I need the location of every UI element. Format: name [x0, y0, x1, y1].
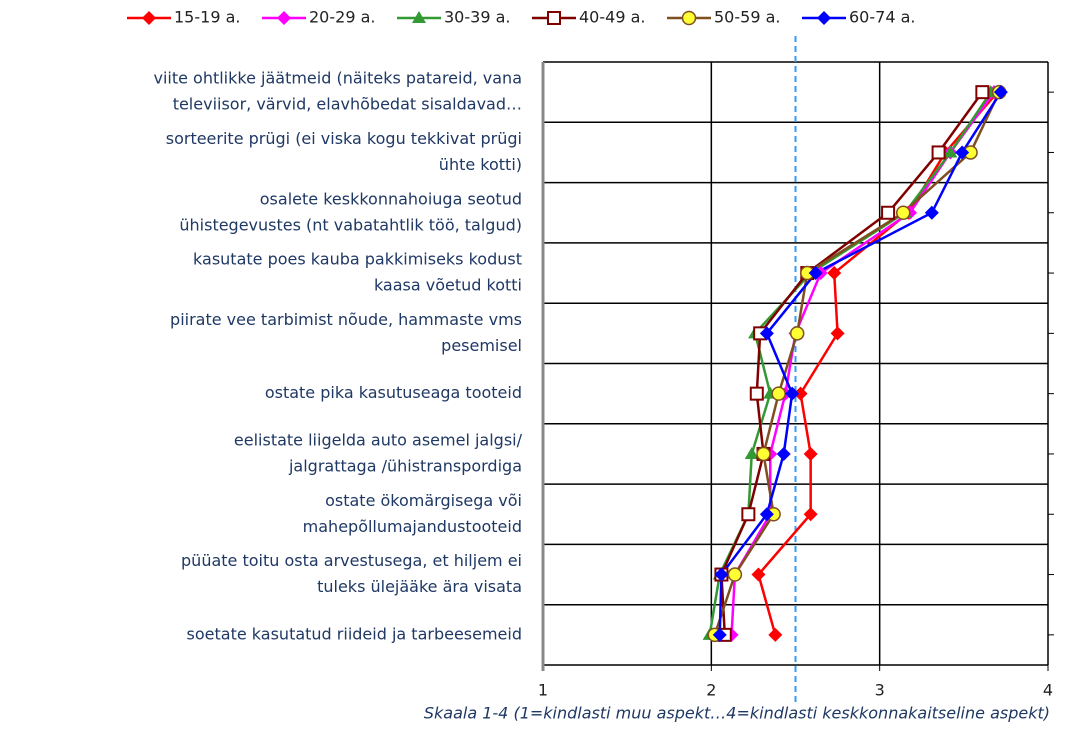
marker — [803, 446, 818, 461]
legend-marker — [681, 10, 697, 26]
marker — [924, 205, 939, 220]
legend-marker — [277, 11, 291, 25]
category-label: mahepõllumajandustooteid — [303, 517, 522, 536]
category-label: sorteerite prügi (ei viska kogu tekkivat… — [166, 129, 522, 148]
category-label: jalgrattaga /ühistranspordiga — [288, 456, 522, 475]
category-label: viite ohtlikke jäätmeid (näiteks patarei… — [153, 69, 522, 88]
legend-marker — [412, 11, 426, 23]
marker — [744, 446, 759, 459]
marker — [943, 145, 958, 158]
legend-label: 40-49 a. — [579, 8, 645, 27]
series-line — [720, 91, 984, 635]
marker — [830, 326, 845, 341]
marker — [785, 386, 800, 401]
legend-label: 15-19 a. — [174, 8, 240, 27]
category-label: ostate ökomärgisega või — [325, 491, 522, 510]
legend-label: 20-29 a. — [309, 8, 375, 27]
marker — [803, 507, 818, 522]
marker — [756, 446, 771, 462]
category-label: piirate vee tarbimist nõude, hammaste vm… — [170, 310, 522, 329]
marker — [793, 386, 808, 401]
marker — [751, 567, 766, 582]
category-label: kasutate poes kauba pakkimiseks kodust — [193, 250, 522, 269]
category-label: kaasa võetud kotti — [374, 276, 522, 295]
category-label: püüate toitu osta arvestusega, et hiljem… — [181, 551, 522, 570]
marker — [768, 627, 783, 642]
x-tick-label: 3 — [875, 681, 885, 700]
series-line — [713, 91, 1001, 636]
legend-label: 60-74 a. — [849, 8, 915, 27]
marker — [895, 205, 911, 220]
category-label: ühistegevustes (nt vabatahtlik töö, talg… — [179, 215, 522, 234]
marker — [714, 567, 729, 582]
x-axis-label: Skaala 1-4 (1=kindlasti muu aspekt…4=kin… — [424, 704, 1050, 723]
marker — [808, 266, 823, 281]
marker — [776, 446, 791, 461]
series-line — [730, 91, 996, 635]
category-label: tuleks ülejääke ära visata — [317, 577, 522, 596]
legend-label: 50-59 a. — [714, 8, 780, 27]
marker — [789, 326, 805, 341]
legend-marker — [547, 11, 561, 25]
x-tick-label: 1 — [538, 681, 548, 700]
x-tick-label: 4 — [1043, 681, 1053, 700]
marker — [759, 507, 774, 522]
legend-label: 30-39 a. — [444, 8, 510, 27]
marker — [712, 627, 727, 642]
category-label: televiisor, värvid, elavhõbedat sisaldav… — [173, 95, 522, 114]
marker — [741, 507, 756, 522]
legend-marker — [142, 11, 156, 25]
marker — [759, 326, 774, 341]
category-label: ostate pika kasutuseaga tooteid — [265, 383, 522, 402]
legend-marker — [817, 11, 831, 25]
category-label: ühte kotti) — [439, 155, 522, 174]
marker — [827, 266, 842, 281]
x-tick-label: 2 — [706, 681, 716, 700]
marker — [931, 145, 946, 160]
marker — [881, 205, 896, 220]
category-label: osalete keskkonnahoiuga seotud — [260, 189, 522, 208]
category-label: eelistate liigelda auto asemel jalgsi/ — [234, 430, 523, 449]
series-line — [718, 91, 1002, 635]
marker — [975, 85, 990, 100]
category-label: pesemisel — [441, 336, 522, 355]
category-label: soetate kasutatud riideid ja tarbeesemei… — [187, 624, 522, 643]
marker — [749, 386, 764, 401]
marker — [771, 386, 786, 401]
marker — [955, 145, 970, 160]
marker — [727, 567, 743, 582]
marker — [993, 85, 1008, 100]
